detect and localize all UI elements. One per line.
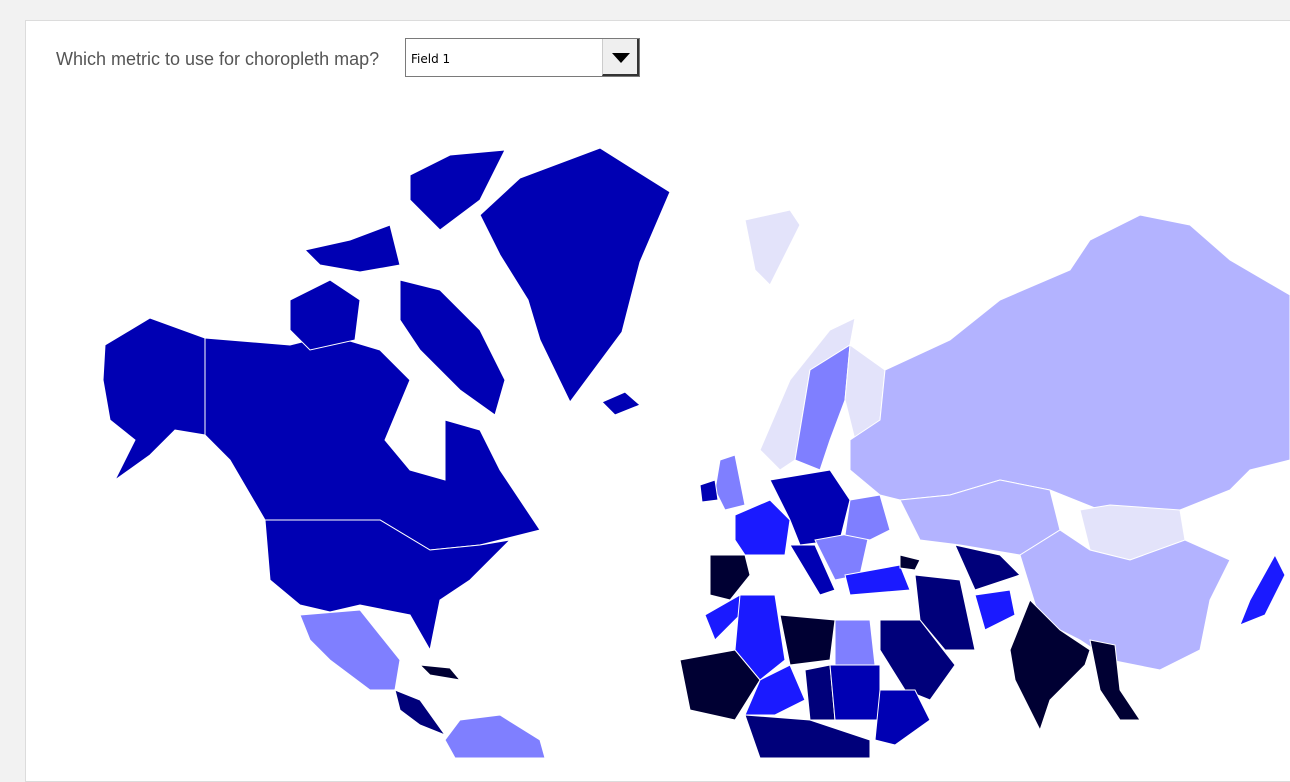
country-central-africa[interactable] bbox=[744, 714, 871, 758]
country-turkey[interactable] bbox=[844, 564, 911, 596]
country-mexico[interactable] bbox=[299, 609, 401, 691]
chevron-down-icon[interactable] bbox=[602, 39, 639, 76]
country-saudi-arabia[interactable] bbox=[879, 619, 956, 701]
country-usa[interactable] bbox=[264, 519, 512, 652]
country-iran[interactable] bbox=[914, 574, 976, 651]
country-niger[interactable] bbox=[744, 664, 806, 716]
country-alaska[interactable] bbox=[102, 317, 206, 481]
country-france[interactable] bbox=[734, 499, 791, 556]
country-canada-north[interactable] bbox=[409, 149, 506, 231]
country-china[interactable] bbox=[1019, 529, 1231, 671]
country-canada-north2[interactable] bbox=[304, 224, 401, 273]
country-central-america[interactable] bbox=[394, 689, 447, 737]
country-algeria[interactable] bbox=[734, 594, 786, 681]
choropleth-map[interactable] bbox=[0, 0, 1290, 758]
country-japan[interactable] bbox=[1239, 553, 1286, 626]
country-afghanistan[interactable] bbox=[974, 589, 1016, 631]
country-west-africa[interactable] bbox=[679, 649, 761, 721]
country-ethiopia[interactable] bbox=[874, 689, 931, 746]
country-caucasus[interactable] bbox=[899, 554, 921, 571]
country-cuba[interactable] bbox=[418, 664, 462, 681]
country-greenland[interactable] bbox=[479, 147, 671, 403]
country-canada-islands[interactable] bbox=[289, 279, 361, 351]
country-central-asia[interactable] bbox=[954, 544, 1021, 591]
country-spain[interactable] bbox=[709, 554, 751, 601]
country-egypt[interactable] bbox=[834, 619, 876, 666]
metric-label: Which metric to use for choropleth map? bbox=[56, 49, 380, 69]
country-iceland[interactable] bbox=[601, 391, 641, 416]
country-uk[interactable] bbox=[714, 454, 746, 511]
country-svalbard[interactable] bbox=[744, 209, 801, 286]
country-canada-baffin[interactable] bbox=[399, 279, 506, 416]
country-ireland[interactable] bbox=[699, 479, 719, 503]
metric-dropdown[interactable]: Field 1 bbox=[405, 38, 640, 77]
country-libya[interactable] bbox=[779, 614, 836, 666]
country-italy[interactable] bbox=[789, 544, 836, 596]
country-russia[interactable] bbox=[849, 214, 1290, 511]
country-southeast-asia[interactable] bbox=[1089, 639, 1141, 721]
country-sudan[interactable] bbox=[829, 664, 881, 721]
country-india[interactable] bbox=[1009, 599, 1091, 732]
country-ukraine[interactable] bbox=[844, 494, 891, 541]
metric-dropdown-value: Field 1 bbox=[411, 52, 451, 66]
country-south-america-n[interactable] bbox=[444, 714, 546, 758]
